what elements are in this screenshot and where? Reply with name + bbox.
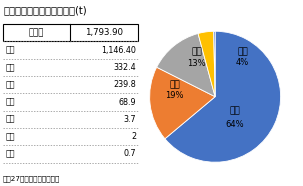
Text: 全国計: 全国計 — [29, 28, 45, 37]
Wedge shape — [150, 67, 215, 139]
Text: 4%: 4% — [236, 58, 249, 67]
Text: 68.9: 68.9 — [119, 97, 136, 107]
Text: 2: 2 — [131, 132, 136, 141]
Text: 1,146.40: 1,146.40 — [102, 46, 136, 55]
Wedge shape — [165, 31, 281, 162]
Text: ネクタリンの産地別収穫量(t): ネクタリンの産地別収穫量(t) — [3, 6, 87, 16]
Text: 64%: 64% — [225, 120, 244, 129]
Text: 239.8: 239.8 — [114, 80, 136, 89]
Text: 青森: 青森 — [237, 48, 248, 57]
Text: 新潟: 新潟 — [6, 132, 15, 141]
Text: 山梨: 山梨 — [191, 48, 202, 57]
Text: 群馬: 群馬 — [6, 149, 15, 158]
Wedge shape — [157, 33, 215, 97]
Text: 0.7: 0.7 — [124, 149, 136, 158]
Text: 1,793.90: 1,793.90 — [85, 28, 123, 37]
Wedge shape — [214, 31, 215, 97]
Text: 長野: 長野 — [6, 46, 15, 55]
Text: 秋田: 秋田 — [6, 115, 15, 124]
Text: 332.4: 332.4 — [114, 63, 136, 72]
Text: 19%: 19% — [165, 91, 184, 100]
Text: 長野: 長野 — [229, 107, 240, 116]
Text: 平成27年産特産果樹生産動: 平成27年産特産果樹生産動 — [3, 176, 60, 182]
Text: 3.7: 3.7 — [124, 115, 136, 124]
Text: 山梨: 山梨 — [6, 80, 15, 89]
Text: 福島: 福島 — [6, 63, 15, 72]
Text: 13%: 13% — [188, 60, 206, 68]
Text: 青森: 青森 — [6, 97, 15, 107]
Text: 福島: 福島 — [169, 80, 180, 89]
Wedge shape — [198, 31, 215, 97]
